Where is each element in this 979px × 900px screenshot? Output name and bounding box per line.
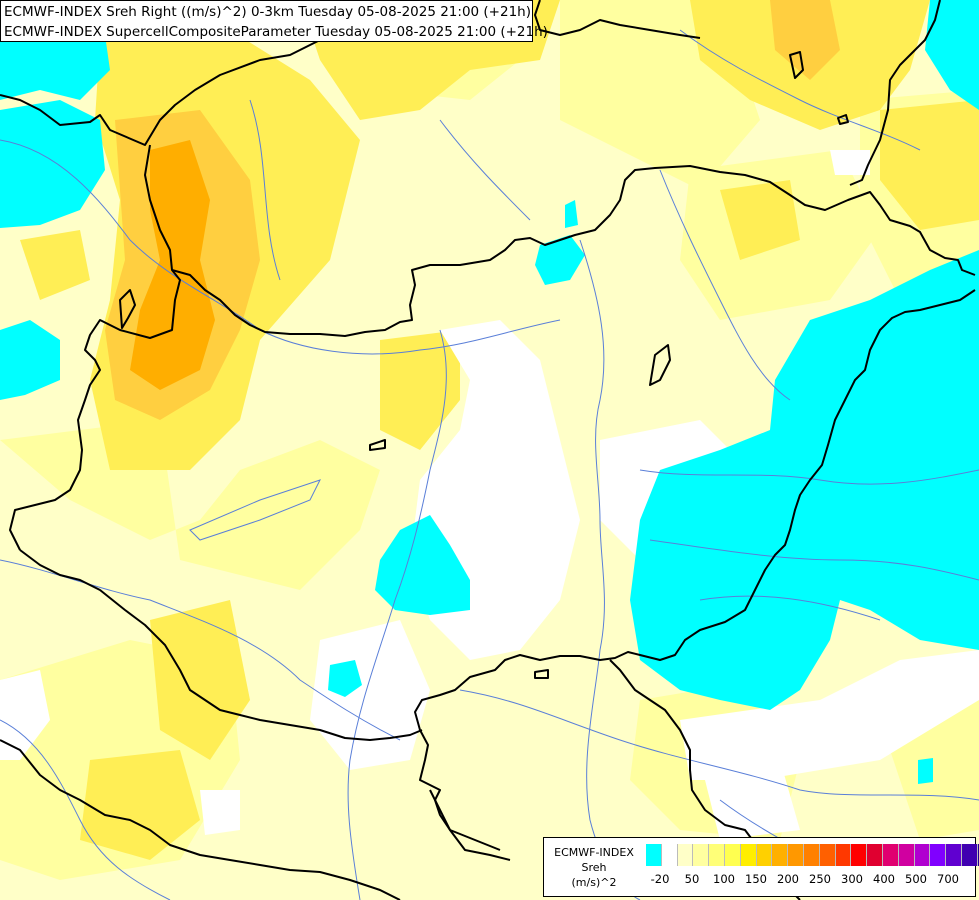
header-title-scp: ECMWF-INDEX SupercellCompositeParameter …: [4, 24, 548, 40]
legend-tick-label: 50: [684, 872, 700, 886]
legend-source-label: ECMWF-INDEX: [554, 846, 634, 859]
legend-swatch: [803, 844, 820, 866]
legend-tick-label: 150: [745, 872, 767, 886]
legend-unit-label: (m/s)^2: [571, 876, 617, 889]
legend-swatch: [646, 844, 662, 866]
legend-swatch: [867, 844, 883, 866]
legend-swatch: [756, 844, 773, 866]
rivers: [0, 29, 979, 900]
map-header: ECMWF-INDEX Sreh Right ((m/s)^2) 0-3km T…: [0, 0, 548, 42]
legend-swatch: [898, 844, 915, 866]
legend-swatch: [882, 844, 899, 866]
color-legend: ECMWF-INDEX Sreh (m/s)^2 -20 50 100 150 200 2…: [543, 837, 979, 897]
legend-swatch: [961, 844, 978, 866]
legend-swatch: [709, 844, 725, 866]
legend-swatch: [851, 844, 868, 866]
legend-swatch: [819, 844, 836, 866]
legend-color-scale: [646, 844, 979, 866]
legend-swatch: [946, 844, 962, 866]
legend-swatch: [724, 844, 741, 866]
legend-tick-label: 250: [809, 872, 831, 886]
legend-swatch: [788, 844, 804, 866]
legend-swatch: [772, 844, 789, 866]
legend-swatch: [914, 844, 931, 866]
legend-variable-label: Sreh: [581, 861, 607, 874]
legend-swatch: [677, 844, 694, 866]
legend-tick-label: 400: [873, 872, 895, 886]
legend-swatch: [930, 844, 947, 866]
legend-tick-labels: -20 50 100 150 200 250 300 400 500 700: [646, 872, 966, 890]
legend-tick-label: 100: [713, 872, 735, 886]
legend-tick-label: 700: [937, 872, 959, 886]
legend-tick-label: -20: [650, 872, 670, 886]
legend-swatch: [835, 844, 852, 866]
header-title-sreh: ECMWF-INDEX Sreh Right ((m/s)^2) 0-3km T…: [4, 4, 531, 20]
legend-tick-label: 500: [905, 872, 927, 886]
legend-tick-label: 200: [777, 872, 799, 886]
legend-swatch: [977, 844, 979, 866]
legend-swatch: [740, 844, 757, 866]
legend-swatch: [661, 844, 678, 866]
legend-swatch: [693, 844, 710, 866]
legend-tick-label: 300: [841, 872, 863, 886]
